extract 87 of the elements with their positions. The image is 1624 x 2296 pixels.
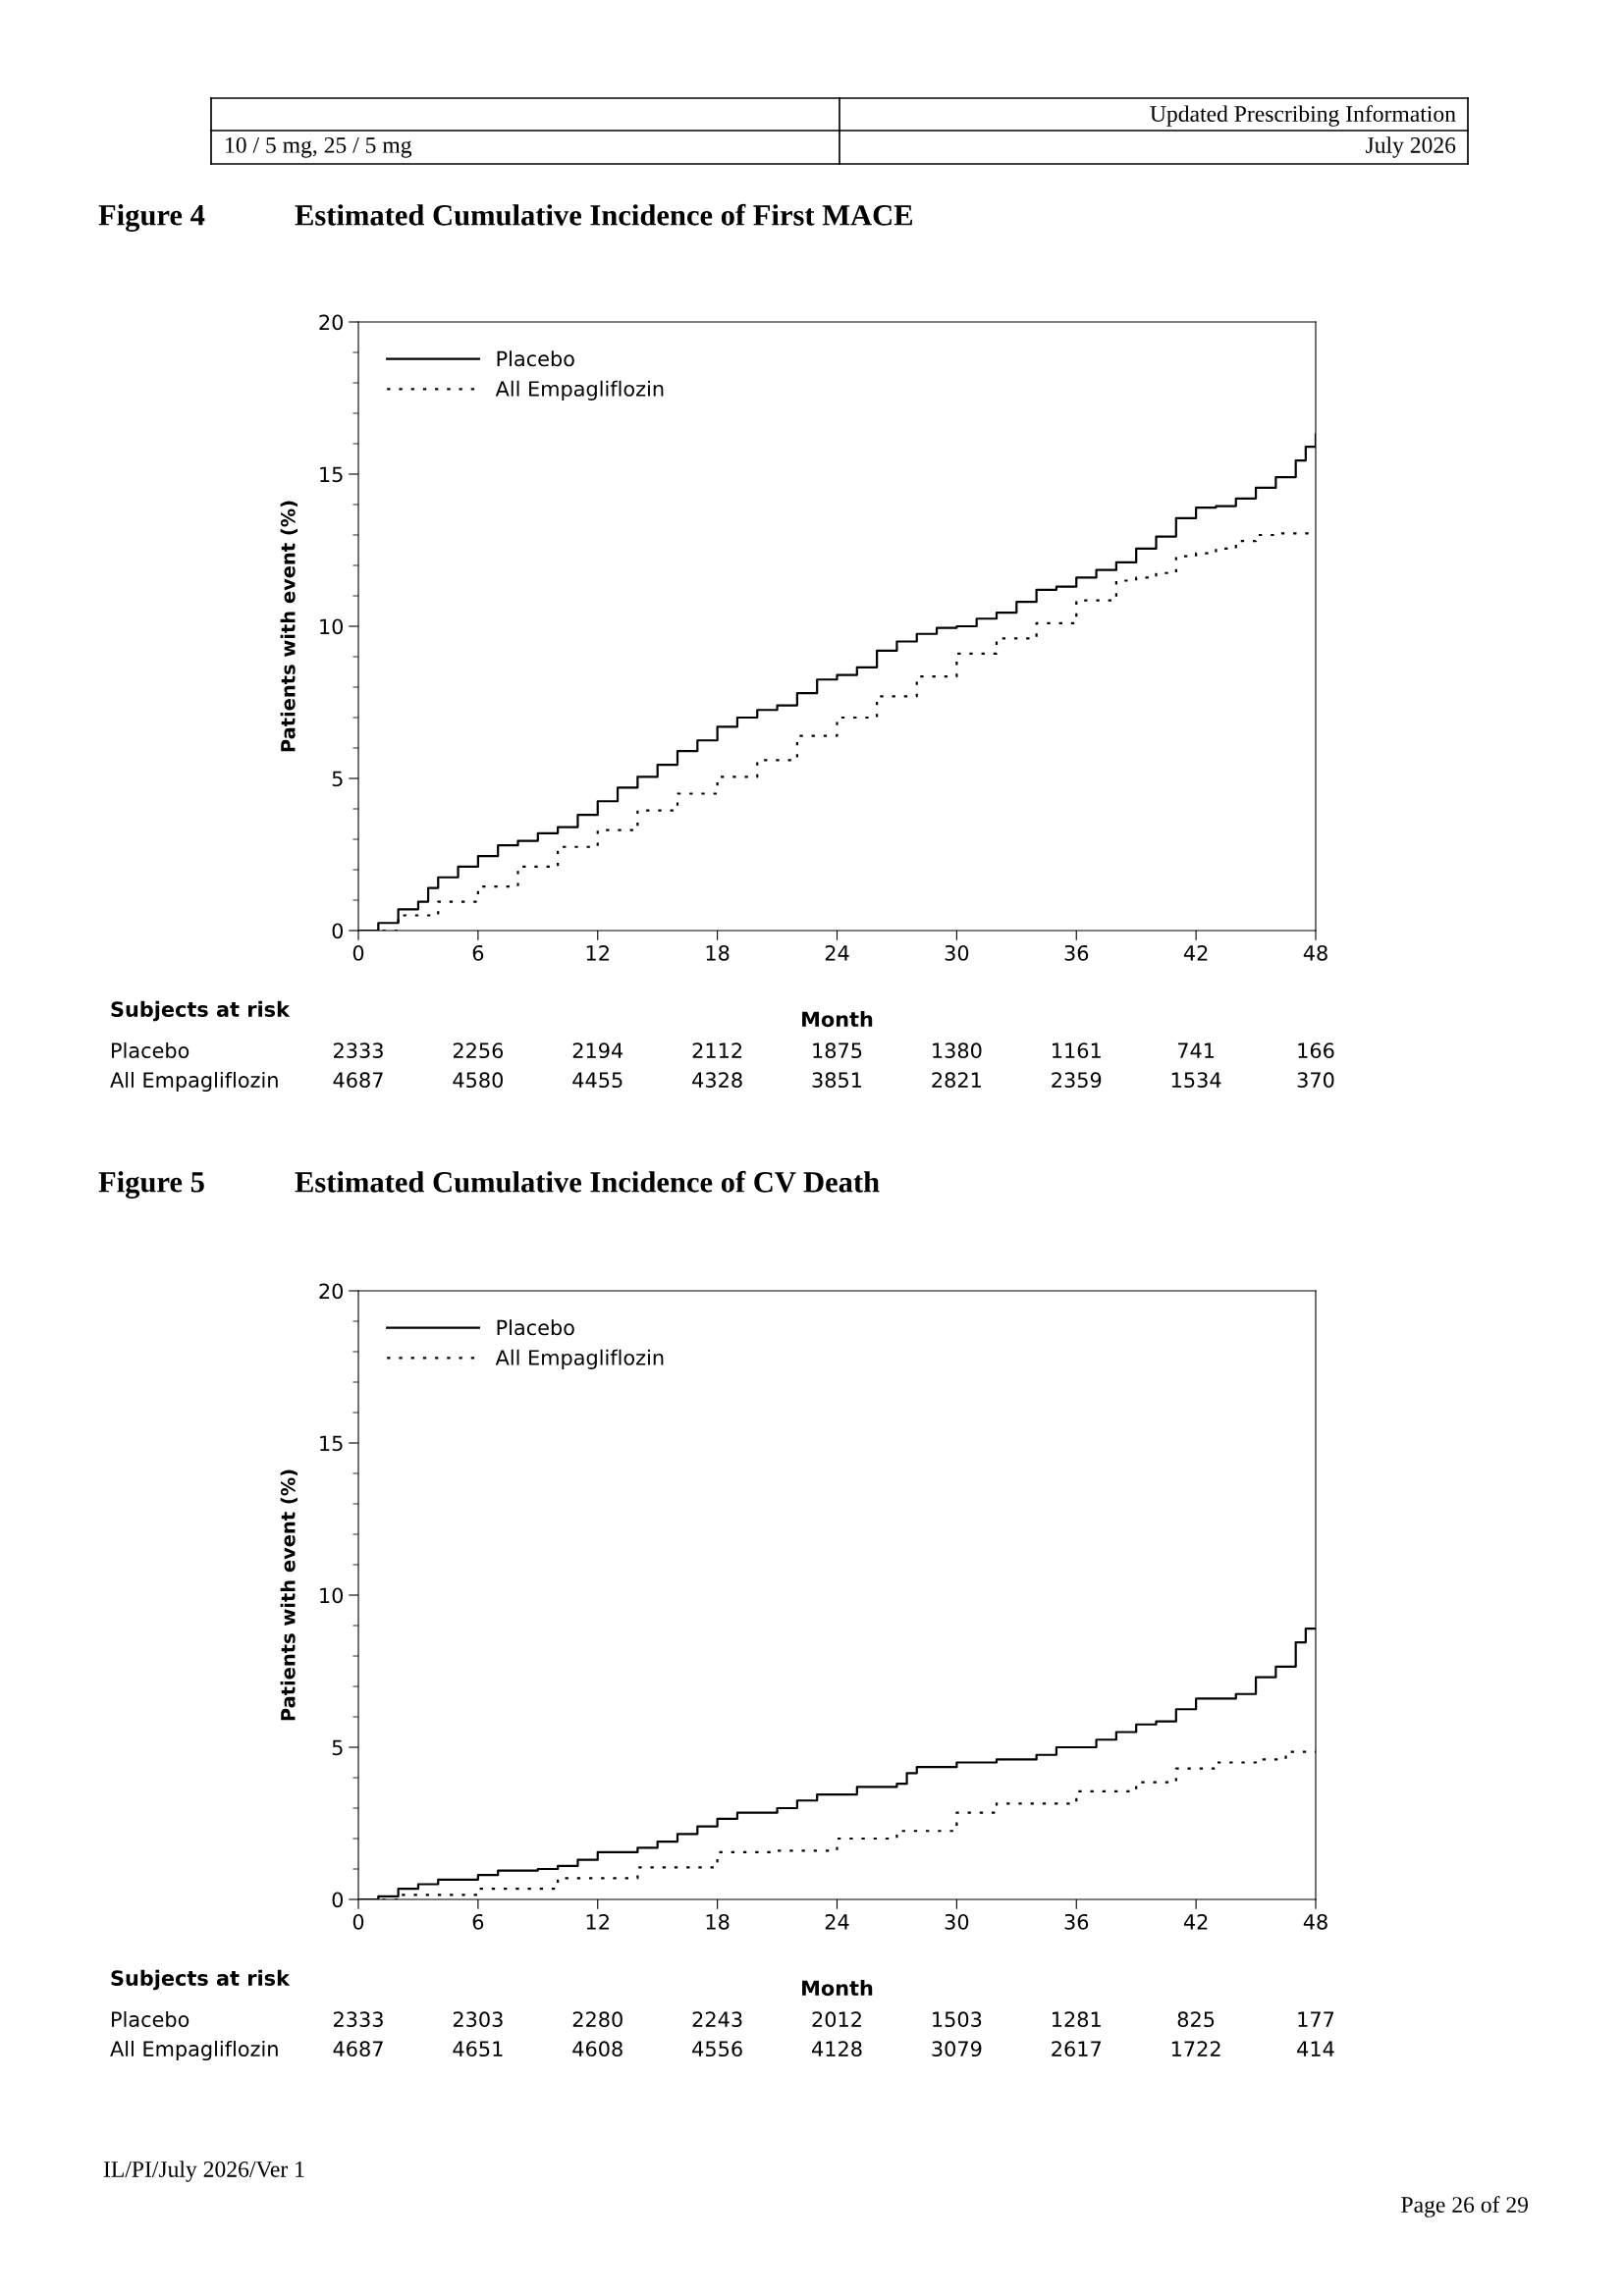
y-tick-label: 15 <box>320 466 343 483</box>
text: 2617 <box>1052 2041 1101 2057</box>
text: 2333 <box>334 2011 383 2028</box>
x-axis-title: Month <box>802 1980 873 1997</box>
x-tick-label: 48 <box>1303 944 1327 961</box>
text: 2243 <box>692 2011 742 2028</box>
text: All Empagliflozin <box>110 2040 278 2061</box>
text: Page 26 of 29 <box>1401 2196 1529 2217</box>
x-tick-label: 36 <box>1064 944 1089 961</box>
text: July 2026 <box>1366 136 1456 158</box>
text: Subjects at risk <box>111 1969 291 1991</box>
x-tick-label: 30 <box>945 944 969 961</box>
text: 1722 <box>1171 2041 1220 2056</box>
y-tick-label: 0 <box>332 923 344 939</box>
text: 2280 <box>572 2011 623 2028</box>
text: 2821 <box>932 1072 981 1089</box>
text: 4556 <box>692 2041 742 2057</box>
text: 4687 <box>333 1072 383 1089</box>
x-tick-label: 0 <box>352 944 364 961</box>
y-axis-title: Patients with event (%) <box>280 1469 298 1721</box>
x-tick-label: 6 <box>472 944 484 961</box>
chart-title: Figure 5 <box>98 1171 204 1199</box>
y-tick-label: 0 <box>332 1892 344 1908</box>
x-tick-label: 24 <box>825 1913 849 1930</box>
x-tick-label: 48 <box>1303 1913 1327 1930</box>
text: All Empagliflozin <box>110 1071 278 1093</box>
text: 2112 <box>692 1042 742 1058</box>
text: 10 / 5 mg, 25 / 5 mg <box>226 136 412 158</box>
text: 177 <box>1298 2011 1334 2027</box>
text: IL/PI/July 2026/Ver 1 <box>103 2161 304 2182</box>
text: 2012 <box>812 2011 861 2028</box>
y-tick-label: 20 <box>319 1283 344 1300</box>
y-tick-label: 5 <box>332 1739 343 1756</box>
x-tick-label: 36 <box>1064 1913 1089 1930</box>
x-tick-label: 6 <box>472 1913 484 1930</box>
text: Updated Prescribing Information <box>1150 105 1456 127</box>
text: 4455 <box>572 1072 623 1089</box>
x-tick-label: 30 <box>945 1913 969 1930</box>
x-tick-label: 12 <box>586 944 609 961</box>
x-tick-label: 18 <box>706 944 730 961</box>
text: 2256 <box>453 1042 504 1059</box>
text: 2303 <box>453 2011 503 2028</box>
text: 1534 <box>1171 1072 1221 1089</box>
y-tick-label: 5 <box>332 771 343 787</box>
text: 1503 <box>933 2011 982 2028</box>
x-tick-label: 0 <box>352 1913 364 1930</box>
text: 2359 <box>1052 1072 1102 1089</box>
legend-label: Placebo <box>497 350 574 367</box>
x-tick-label: 12 <box>586 1913 609 1930</box>
legend-label: Placebo <box>497 1319 574 1336</box>
x-tick-label: 42 <box>1183 1913 1208 1930</box>
chart-subtitle: Estimated Cumulative Incidence of CV Death <box>295 1170 880 1193</box>
text: 166 <box>1298 1042 1334 1059</box>
legend-label: All Empagliflozin <box>495 1349 664 1369</box>
y-tick-label: 10 <box>320 618 344 635</box>
text: 3851 <box>812 1072 862 1089</box>
y-tick-label: 10 <box>320 1587 344 1604</box>
chart-title: Figure 4 <box>98 204 205 232</box>
text: 4580 <box>453 1072 503 1089</box>
x-tick-label: 42 <box>1183 944 1208 961</box>
x-tick-label: 18 <box>706 1913 730 1930</box>
text: 4608 <box>572 2041 623 2057</box>
text: 1161 <box>1053 1042 1101 1059</box>
text: 825 <box>1177 2011 1215 2028</box>
text: 2194 <box>572 1042 623 1059</box>
text: 4328 <box>692 1072 742 1089</box>
text: Placebo <box>112 2010 189 2028</box>
y-tick-label: 20 <box>319 314 344 331</box>
text: 4687 <box>333 2041 383 2057</box>
text: 3079 <box>932 2041 982 2057</box>
y-axis-title: Patients with event (%) <box>280 501 298 752</box>
y-tick-label: 15 <box>320 1435 343 1452</box>
text: 1281 <box>1053 2011 1101 2028</box>
legend-label: All Empagliflozin <box>495 380 664 400</box>
text: Placebo <box>112 1041 189 1059</box>
text: 1875 <box>813 1042 862 1059</box>
text: 4128 <box>812 2041 862 2057</box>
text: 414 <box>1297 2041 1334 2056</box>
text: 4651 <box>453 2041 503 2057</box>
text: 370 <box>1297 1072 1334 1089</box>
text: 2333 <box>334 1042 383 1059</box>
text: 741 <box>1177 1042 1215 1058</box>
x-tick-label: 24 <box>825 944 849 961</box>
chart-subtitle: Estimated Cumulative Incidence of First MACE <box>295 203 912 226</box>
text: Subjects at risk <box>111 1000 291 1022</box>
x-axis-title: Month <box>802 1011 873 1028</box>
text: 1380 <box>933 1042 982 1059</box>
